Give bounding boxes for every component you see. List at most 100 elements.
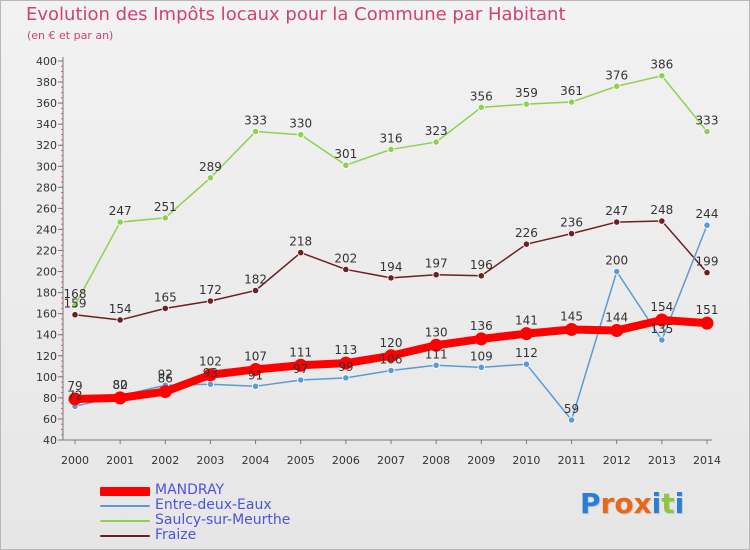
proxiti-logo: Proxiti bbox=[580, 487, 684, 520]
y-tick-label: 40 bbox=[43, 434, 57, 447]
data-point-saulcy-sur-meurthe bbox=[71, 301, 79, 309]
data-label-entre-deux-eaux: 99 bbox=[338, 360, 353, 374]
data-point-saulcy-sur-meurthe bbox=[116, 218, 124, 226]
data-point-fraize bbox=[297, 249, 305, 257]
y-tick-label: 280 bbox=[36, 181, 57, 194]
x-tick-label: 2009 bbox=[467, 454, 495, 467]
x-tick-label: 2006 bbox=[332, 454, 360, 467]
data-label-entre-deux-eaux: 59 bbox=[564, 402, 579, 416]
data-point-saulcy-sur-meurthe bbox=[206, 174, 215, 182]
data-point-saulcy-sur-meurthe bbox=[297, 131, 305, 139]
data-label-mandray: 151 bbox=[696, 303, 719, 317]
data-label-mandray: 107 bbox=[244, 349, 267, 363]
data-point-entre-deux-eaux bbox=[342, 374, 350, 382]
data-point-mandray bbox=[203, 368, 217, 382]
data-point-entre-deux-eaux bbox=[251, 382, 260, 390]
data-point-fraize bbox=[477, 272, 485, 280]
logo-letter: i bbox=[651, 487, 662, 520]
data-point-fraize bbox=[387, 274, 395, 282]
data-point-entre-deux-eaux bbox=[613, 267, 621, 276]
data-point-mandray bbox=[700, 316, 714, 330]
data-label-entre-deux-eaux: 111 bbox=[425, 347, 448, 361]
y-tick-label: 120 bbox=[36, 350, 57, 363]
data-point-fraize bbox=[161, 304, 169, 313]
data-point-fraize bbox=[567, 230, 576, 238]
chart-title: Evolution des Impôts locaux pour la Comm… bbox=[26, 4, 566, 25]
data-point-saulcy-sur-meurthe bbox=[613, 82, 621, 90]
data-label-fraize: 172 bbox=[199, 283, 222, 297]
x-tick-label: 2003 bbox=[196, 454, 224, 467]
data-label-saulcy-sur-meurthe: 333 bbox=[696, 114, 719, 128]
data-label-fraize: 247 bbox=[605, 204, 628, 218]
data-label-entre-deux-eaux: 93 bbox=[203, 366, 218, 380]
data-label-fraize: 226 bbox=[515, 226, 538, 240]
data-point-saulcy-sur-meurthe bbox=[567, 98, 576, 106]
data-label-entre-deux-eaux: 109 bbox=[470, 349, 493, 363]
x-tick-label: 2004 bbox=[242, 454, 270, 467]
data-label-fraize: 218 bbox=[289, 235, 312, 249]
data-label-saulcy-sur-meurthe: 247 bbox=[109, 204, 132, 218]
data-label-entre-deux-eaux: 82 bbox=[113, 378, 128, 392]
y-tick-label: 340 bbox=[36, 118, 57, 131]
data-label-mandray: 120 bbox=[380, 336, 403, 350]
legend-label-mandray: MANDRAY bbox=[155, 482, 225, 498]
data-point-mandray bbox=[655, 313, 669, 327]
data-point-mandray bbox=[565, 322, 579, 336]
data-label-fraize: 236 bbox=[560, 216, 583, 230]
data-point-entre-deux-eaux bbox=[522, 360, 531, 368]
data-label-mandray: 136 bbox=[470, 319, 493, 333]
data-label-mandray: 79 bbox=[67, 379, 82, 393]
x-tick-label: 2000 bbox=[61, 454, 89, 467]
data-label-saulcy-sur-meurthe: 330 bbox=[289, 117, 312, 131]
data-point-entre-deux-eaux bbox=[297, 376, 305, 384]
data-point-saulcy-sur-meurthe bbox=[251, 127, 260, 136]
x-tick-label: 2007 bbox=[377, 454, 405, 467]
y-tick-label: 160 bbox=[36, 308, 57, 321]
data-point-entre-deux-eaux bbox=[477, 363, 485, 371]
data-label-fraize: 165 bbox=[154, 290, 177, 304]
data-label-saulcy-sur-meurthe: 356 bbox=[470, 89, 493, 103]
data-point-fraize bbox=[71, 311, 79, 319]
x-tick-label: 2014 bbox=[693, 454, 721, 467]
x-tick-label: 2010 bbox=[512, 454, 540, 467]
y-tick-label: 320 bbox=[36, 139, 57, 152]
data-label-mandray: 145 bbox=[560, 309, 583, 323]
y-tick-label: 200 bbox=[36, 266, 57, 279]
data-label-fraize: 154 bbox=[109, 302, 132, 316]
logo-letter: r bbox=[600, 487, 615, 520]
data-label-entre-deux-eaux: 244 bbox=[696, 207, 719, 221]
data-label-saulcy-sur-meurthe: 301 bbox=[334, 147, 357, 161]
chart-subtitle: (en € et par an) bbox=[27, 29, 114, 42]
data-label-mandray: 111 bbox=[289, 345, 312, 359]
data-label-entre-deux-eaux: 92 bbox=[158, 367, 173, 381]
data-point-mandray bbox=[384, 349, 398, 363]
data-point-fraize bbox=[251, 286, 260, 295]
y-tick-label: 220 bbox=[36, 245, 57, 258]
data-label-mandray: 102 bbox=[199, 355, 222, 369]
data-label-fraize: 197 bbox=[425, 257, 448, 271]
y-tick-label: 380 bbox=[36, 76, 57, 89]
data-point-entre-deux-eaux bbox=[432, 361, 440, 369]
data-label-fraize: 196 bbox=[470, 258, 493, 272]
data-point-fraize bbox=[206, 297, 215, 305]
data-point-entre-deux-eaux bbox=[387, 366, 395, 375]
x-tick-label: 2013 bbox=[648, 454, 676, 467]
data-label-fraize: 159 bbox=[64, 297, 87, 311]
data-label-saulcy-sur-meurthe: 386 bbox=[650, 58, 673, 72]
legend-label-fraize: Fraize bbox=[155, 527, 197, 543]
data-point-saulcy-sur-meurthe bbox=[477, 103, 485, 111]
data-point-saulcy-sur-meurthe bbox=[161, 214, 169, 222]
data-point-mandray bbox=[519, 327, 533, 341]
data-point-saulcy-sur-meurthe bbox=[342, 161, 350, 169]
data-point-fraize bbox=[342, 265, 350, 274]
data-label-entre-deux-eaux: 91 bbox=[248, 368, 263, 382]
data-point-fraize bbox=[658, 217, 666, 225]
data-label-entre-deux-eaux: 106 bbox=[380, 353, 403, 367]
data-label-mandray: 86 bbox=[158, 372, 173, 386]
data-label-entre-deux-eaux: 135 bbox=[650, 322, 673, 336]
legend-label-entre-deux-eaux: Entre-deux-Eaux bbox=[155, 497, 272, 513]
data-point-entre-deux-eaux bbox=[703, 221, 711, 229]
data-point-mandray bbox=[249, 362, 263, 376]
logo-letter: x bbox=[633, 487, 652, 520]
